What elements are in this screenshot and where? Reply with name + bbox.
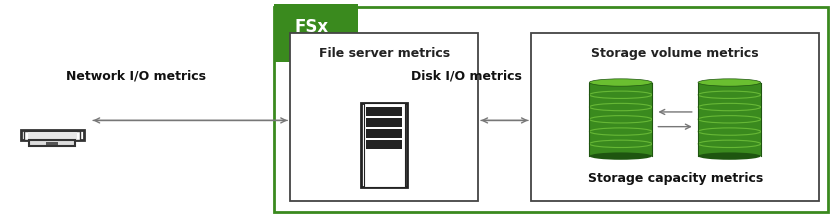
Bar [274,7,828,212]
Text: ⎕: ⎕ [321,42,328,52]
Bar [366,129,402,138]
Ellipse shape [589,153,652,160]
Bar [29,140,75,146]
Bar [366,118,402,127]
Bar [531,33,819,201]
Text: Storage volume metrics: Storage volume metrics [591,47,759,60]
Bar [361,103,407,187]
Ellipse shape [698,79,761,86]
Text: File server metrics: File server metrics [319,47,450,60]
Bar [366,140,402,149]
Text: Storage capacity metrics: Storage capacity metrics [588,172,763,185]
Bar [28,132,77,139]
Bar [366,107,402,116]
Bar [274,4,358,62]
Bar [47,142,59,145]
Text: Disk I/O metrics: Disk I/O metrics [411,69,522,82]
Bar [364,103,405,187]
Bar [24,131,80,140]
Ellipse shape [589,79,652,86]
Bar [290,33,478,201]
Text: FSx: FSx [295,18,329,36]
Polygon shape [698,83,761,156]
Text: Network I/O metrics: Network I/O metrics [66,69,206,82]
Ellipse shape [698,153,761,160]
Bar [21,130,84,140]
Polygon shape [589,83,652,156]
